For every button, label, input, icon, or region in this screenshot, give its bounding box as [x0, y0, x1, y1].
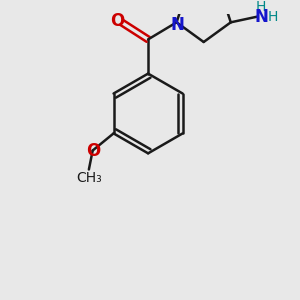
Text: CH₃: CH₃ [76, 171, 102, 185]
Text: H: H [256, 0, 266, 14]
Text: O: O [86, 142, 101, 160]
Text: N: N [254, 8, 268, 26]
Text: H: H [267, 10, 278, 24]
Text: O: O [110, 12, 124, 30]
Text: N: N [171, 16, 184, 34]
